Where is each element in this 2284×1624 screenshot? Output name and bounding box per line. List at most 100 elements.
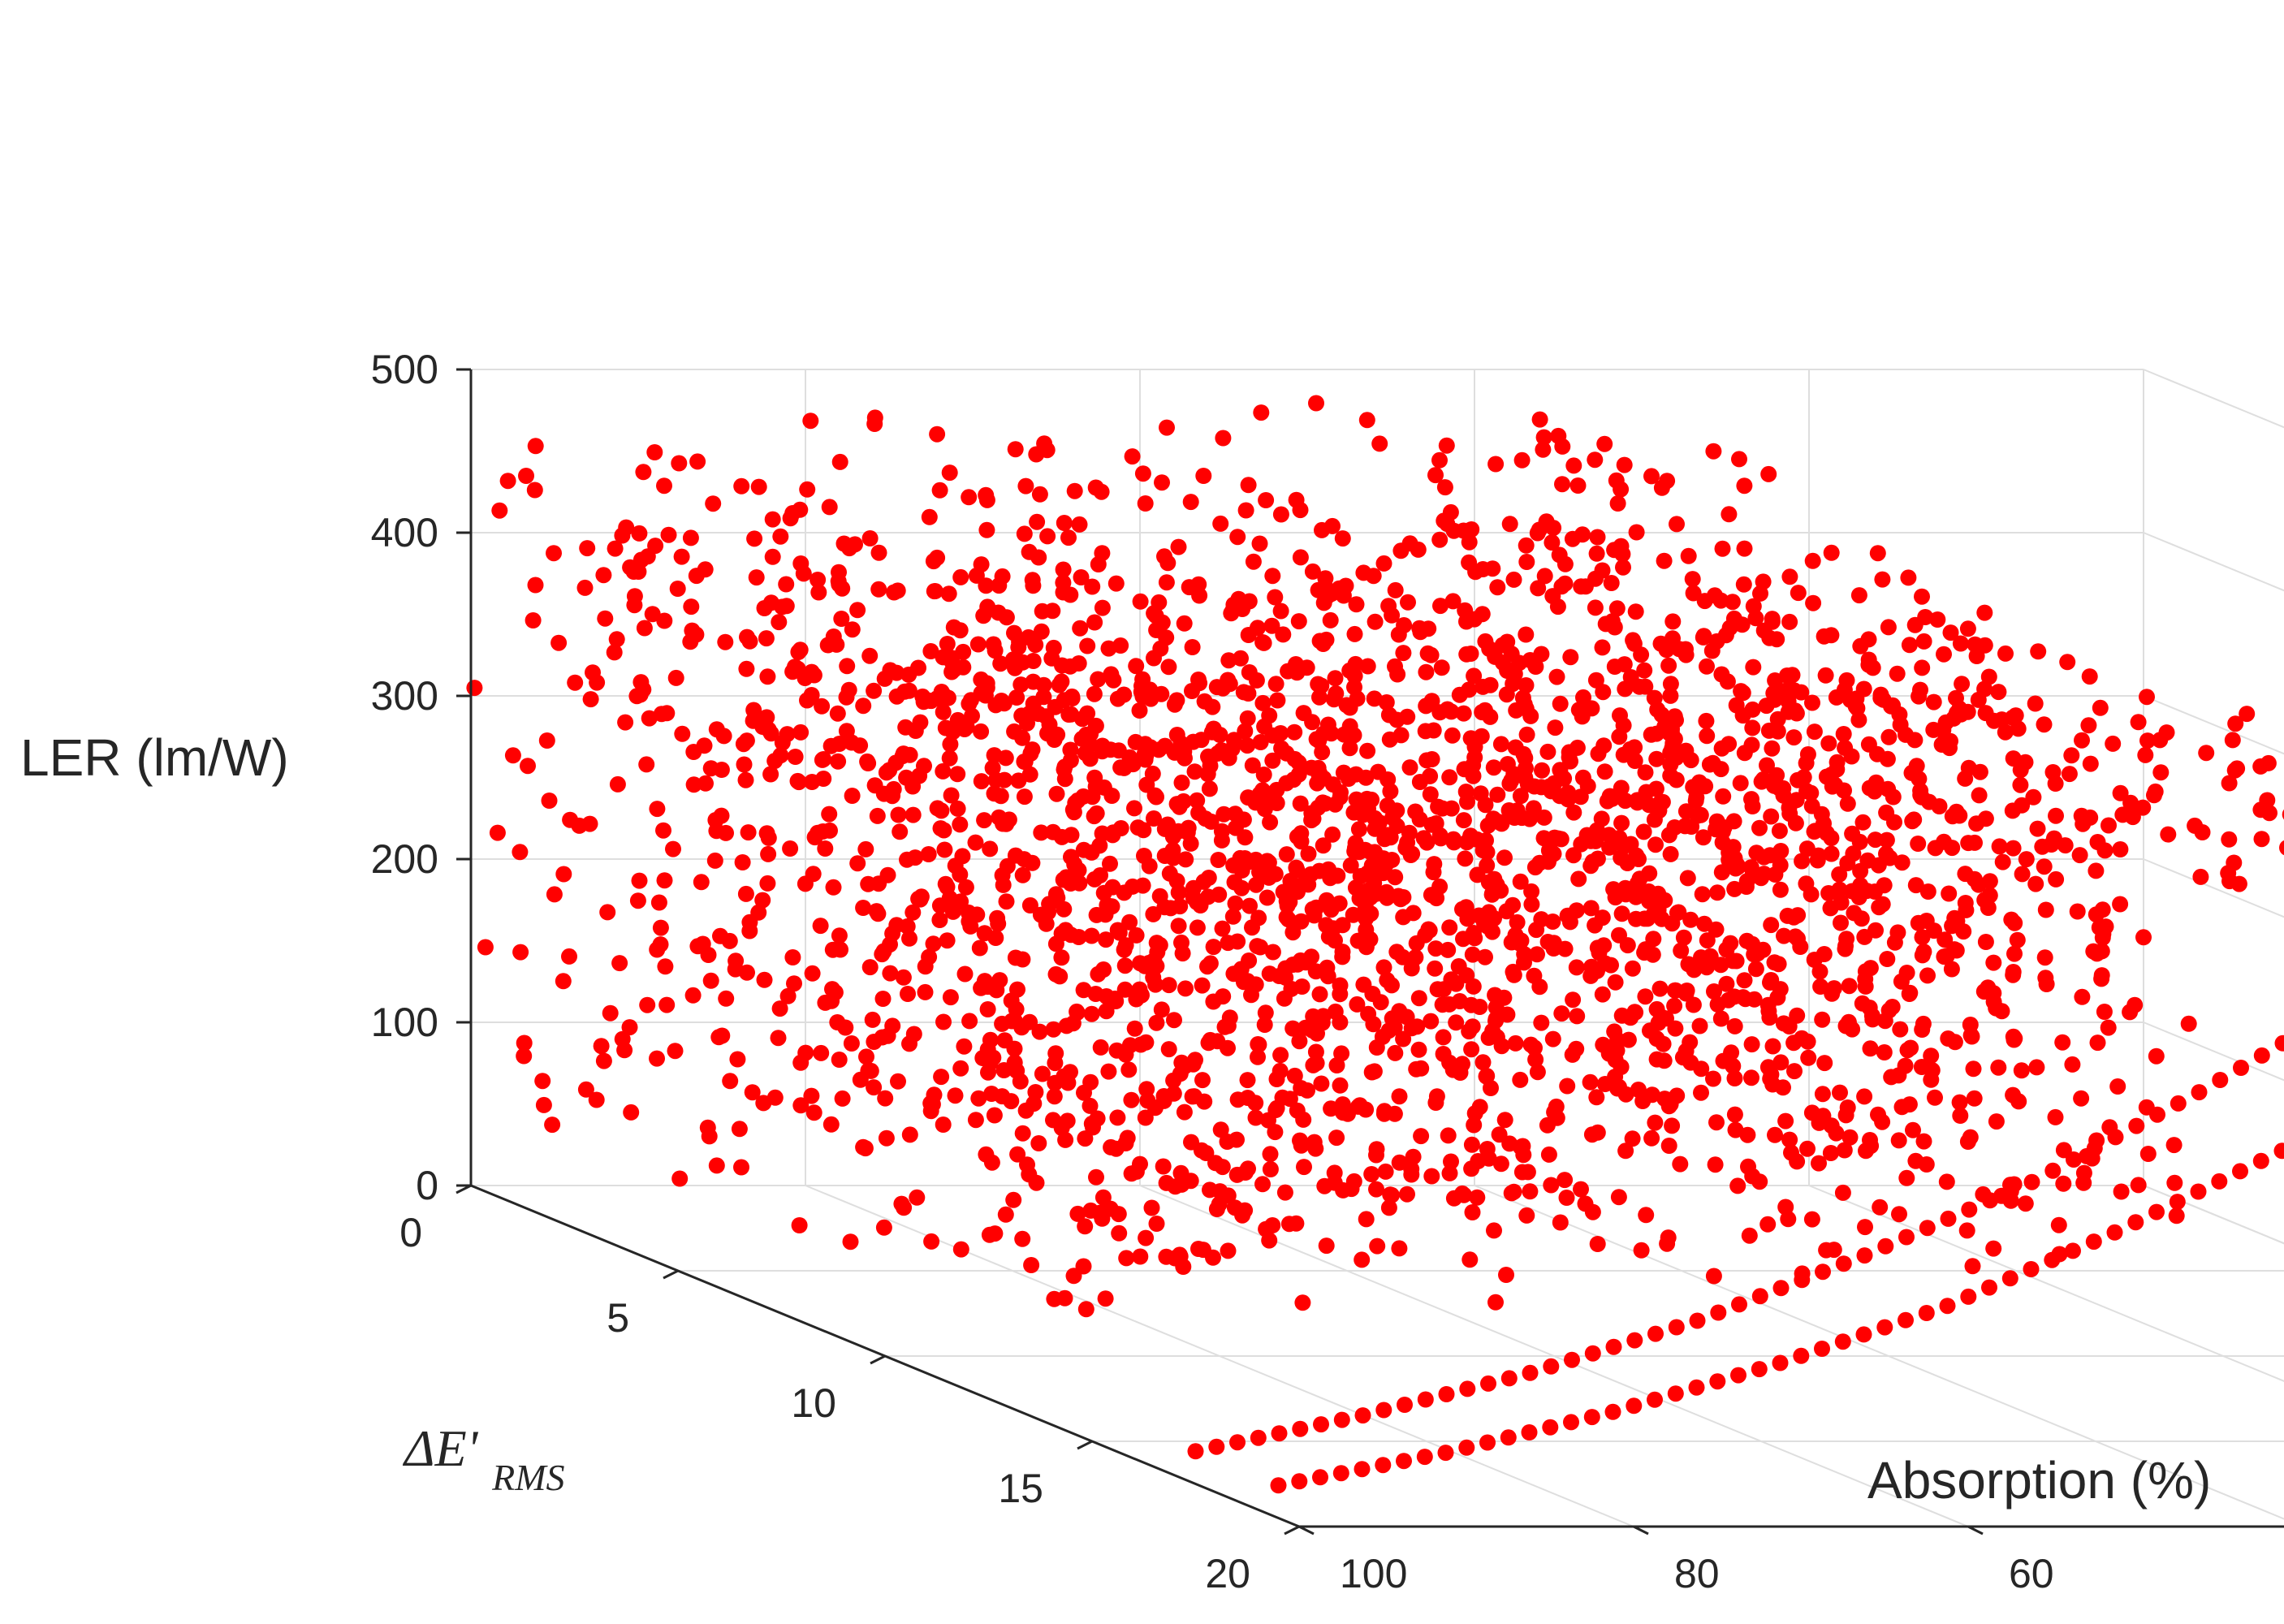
data-point	[1148, 788, 1164, 806]
data-point	[1693, 949, 1709, 966]
data-point	[2229, 760, 2246, 777]
data-point	[1306, 907, 1323, 924]
data-point	[1622, 1009, 1639, 1026]
data-point	[636, 620, 653, 637]
data-point	[1798, 754, 1815, 771]
data-point	[1241, 897, 1258, 914]
data-point	[852, 1071, 869, 1088]
data-point	[1057, 1131, 1074, 1148]
data-point	[1554, 476, 1570, 493]
data-point	[1570, 702, 1587, 719]
data-point	[869, 807, 886, 824]
data-point	[1156, 899, 1173, 916]
data-point	[1893, 973, 1910, 990]
data-point	[1705, 443, 1722, 460]
data-point	[792, 501, 809, 518]
data-point	[1535, 830, 1552, 847]
data-point	[1743, 1069, 1759, 1086]
data-point	[1876, 877, 1893, 894]
data-point	[962, 918, 979, 935]
data-point	[2221, 775, 2238, 792]
data-point	[1659, 473, 1676, 490]
data-point	[971, 939, 988, 957]
data-point	[562, 811, 579, 828]
data-point	[1523, 883, 1540, 900]
data-point	[1637, 941, 1654, 958]
data-point	[1362, 931, 1379, 948]
data-point	[1264, 944, 1281, 961]
data-point	[1860, 736, 1877, 753]
data-point	[1898, 1311, 1914, 1328]
data-point	[831, 1052, 848, 1068]
data-point	[1764, 1038, 1781, 1055]
data-point	[2005, 840, 2022, 857]
data-point	[797, 1044, 814, 1061]
data-point	[2059, 654, 2076, 671]
data-point	[2085, 1233, 2102, 1250]
data-point	[1267, 676, 1284, 693]
data-point	[1685, 585, 1702, 602]
data-point	[912, 714, 929, 731]
data-point	[1007, 441, 1024, 458]
data-point	[2002, 1183, 2019, 1199]
data-point	[671, 455, 688, 472]
data-point	[1456, 761, 1473, 778]
data-point	[1138, 1081, 1155, 1098]
data-point	[1172, 898, 1189, 915]
data-point	[2152, 732, 2169, 749]
data-point	[737, 771, 754, 788]
data-point	[607, 540, 624, 557]
data-point	[1180, 819, 1197, 836]
data-point	[1637, 988, 1654, 1005]
data-point	[901, 930, 917, 947]
data-point	[1673, 942, 1690, 959]
data-point	[1771, 823, 1788, 840]
data-point	[790, 644, 807, 660]
data-point	[1014, 1125, 1031, 1142]
data-point	[1814, 1011, 1831, 1028]
data-point	[2148, 1047, 2165, 1065]
data-point	[879, 866, 896, 883]
data-point	[2036, 858, 2053, 875]
data-point	[1314, 744, 1331, 761]
data-point	[1312, 1469, 1328, 1486]
data-point	[1165, 1072, 1182, 1089]
data-point	[1528, 922, 1545, 939]
data-point	[1268, 795, 1285, 811]
data-point	[1170, 918, 1187, 935]
data-point	[1877, 1237, 1894, 1255]
data-point	[905, 778, 922, 795]
data-point	[1191, 587, 1208, 604]
data-point	[1787, 814, 1804, 831]
wall-gridline	[2143, 695, 2284, 755]
data-point	[1856, 928, 1873, 945]
data-point	[1146, 605, 1163, 622]
data-point	[1852, 877, 1869, 894]
data-point	[2149, 1106, 2165, 1123]
data-point	[1030, 549, 1047, 566]
data-point	[1704, 754, 1721, 771]
data-point	[1053, 673, 1070, 690]
data-point	[2139, 689, 2155, 706]
data-point	[1487, 648, 1504, 665]
data-point	[546, 545, 562, 562]
data-point	[2191, 1084, 2208, 1101]
wall-gridline	[2143, 532, 2284, 592]
data-point	[819, 637, 836, 654]
data-point	[1205, 720, 1222, 737]
data-point	[814, 698, 831, 715]
data-point	[1854, 814, 1872, 831]
data-point	[1006, 624, 1022, 641]
data-point	[1034, 1065, 1051, 1082]
data-point	[1056, 901, 1073, 918]
data-point	[1021, 706, 1038, 722]
data-point	[1966, 870, 1983, 888]
data-point	[1605, 1338, 1622, 1355]
data-point	[1014, 866, 1031, 883]
data-point	[638, 756, 655, 773]
data-point	[1367, 613, 1384, 630]
data-point	[1205, 939, 1222, 956]
data-point	[1735, 576, 1752, 593]
data-point	[729, 1051, 746, 1068]
data-point	[1176, 615, 1193, 632]
